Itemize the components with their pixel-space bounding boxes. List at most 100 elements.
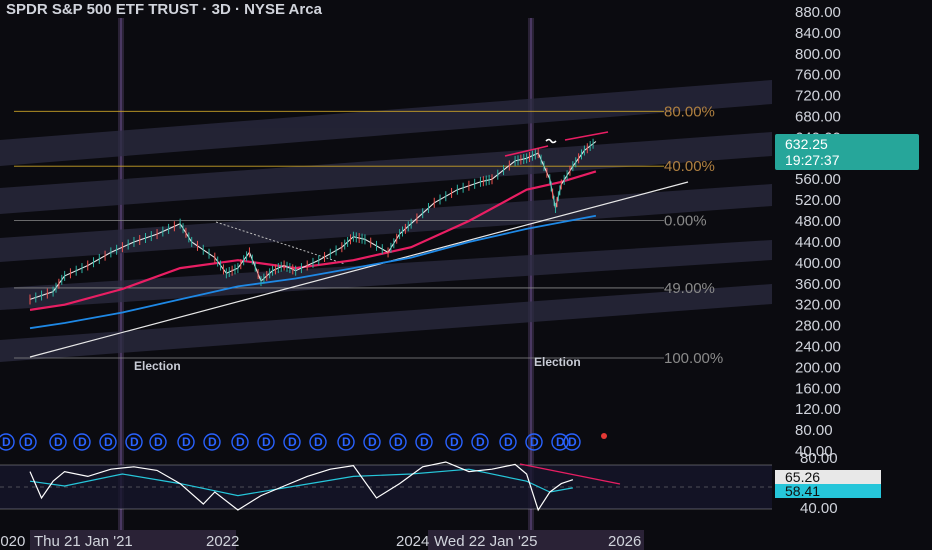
date-label-jan-21: Thu 21 Jan '21 xyxy=(34,533,133,550)
dividend-marker[interactable] xyxy=(283,433,301,451)
dividend-marker-label: D xyxy=(154,435,163,449)
rsi-trendline xyxy=(519,463,621,485)
dividend-marker[interactable] xyxy=(551,433,569,451)
price-tick-8: 560.00 xyxy=(795,171,841,188)
price-tick-9: 520.00 xyxy=(795,192,841,209)
dividend-marker[interactable] xyxy=(149,433,167,451)
channel-bands xyxy=(0,80,772,362)
dividend-marker-label: D xyxy=(262,435,271,449)
dividend-marker[interactable] xyxy=(19,433,37,451)
dividend-marker[interactable] xyxy=(363,433,381,451)
dividend-marker-label: D xyxy=(450,435,459,449)
price-badge-value: 632.25 xyxy=(785,136,828,152)
date-label-2022: 2022 xyxy=(206,533,239,550)
ma-blue-line xyxy=(29,214,597,330)
price-tick-15: 280.00 xyxy=(795,318,841,335)
price-tick-20: 80.00 xyxy=(795,422,833,439)
price-tick-13: 360.00 xyxy=(795,276,841,293)
fib-label-4: 100.00% xyxy=(664,350,723,367)
fib-label-1: 40.00% xyxy=(664,158,715,175)
dividend-marker-label: D xyxy=(78,435,87,449)
price-badge-countdown: 19:27:37 xyxy=(785,152,840,168)
dividend-marker-label: D xyxy=(104,435,113,449)
dividend-marker-label: D xyxy=(182,435,191,449)
date-label-2026: 2026 xyxy=(608,533,641,550)
price-badge xyxy=(775,134,919,170)
dividend-marker[interactable] xyxy=(309,433,327,451)
fib-label-0: 80.00% xyxy=(664,103,715,120)
dividend-marker-label: D xyxy=(288,435,297,449)
dividend-marker-label: D xyxy=(420,435,429,449)
dividend-marker[interactable] xyxy=(389,433,407,451)
latest-dividend-dot xyxy=(601,433,607,439)
ma-blue-series xyxy=(29,214,597,330)
price-axis: 880.00840.00800.00760.00720.00680.00640.… xyxy=(795,4,841,460)
rsi-series xyxy=(29,461,574,512)
price-tick-16: 240.00 xyxy=(795,338,841,355)
dividend-marker-label: D xyxy=(54,435,63,449)
ma-long-series xyxy=(29,170,597,311)
dividend-marker[interactable] xyxy=(499,433,517,451)
price-tick-18: 160.00 xyxy=(795,380,841,397)
date-label-2024: 2024 xyxy=(396,533,429,550)
price-tick-10: 480.00 xyxy=(795,213,841,230)
rsi-ma-series xyxy=(29,468,574,497)
rsi-axis-40: 40.00 xyxy=(800,500,838,517)
price-tick-4: 720.00 xyxy=(795,88,841,105)
price-series xyxy=(29,138,597,305)
price-tick-14: 320.00 xyxy=(795,297,841,314)
rsi-value-badge xyxy=(775,470,881,484)
trendline-lower xyxy=(29,181,689,358)
dividend-marker[interactable] xyxy=(415,433,433,451)
rsi-value-text: 65.26 xyxy=(785,469,820,485)
dividend-marker[interactable] xyxy=(177,433,195,451)
price-tick-21: 40.00 xyxy=(795,443,833,460)
dividend-marker[interactable] xyxy=(525,433,543,451)
dividend-marker-label: D xyxy=(342,435,351,449)
price-tick-19: 120.00 xyxy=(795,401,841,418)
dividend-marker-label: D xyxy=(504,435,513,449)
dividend-marker-label: D xyxy=(476,435,485,449)
dividend-marker[interactable] xyxy=(49,433,67,451)
dividend-marker[interactable] xyxy=(445,433,463,451)
dividend-marker[interactable] xyxy=(257,433,275,451)
rsi-ma-badge xyxy=(775,484,881,498)
dividend-marker[interactable] xyxy=(125,433,143,451)
dividend-marker-label: D xyxy=(24,435,33,449)
dividend-marker-label: D xyxy=(394,435,403,449)
price-tick-17: 200.00 xyxy=(795,359,841,376)
price-tick-11: 440.00 xyxy=(795,234,841,251)
fib-label-3: 49.00% xyxy=(664,280,715,297)
price-tick-5: 680.00 xyxy=(795,109,841,126)
dividend-marker-label: D xyxy=(368,435,377,449)
dividend-marker[interactable] xyxy=(99,433,117,451)
chart-title: SPDR S&P 500 ETF TRUST · 3D · NYSE Arca xyxy=(6,1,322,18)
trendline-top-2 xyxy=(564,131,609,141)
dividend-marker[interactable] xyxy=(563,433,581,451)
dividend-marker[interactable] xyxy=(337,433,355,451)
dividend-marker[interactable] xyxy=(73,433,91,451)
date-label-jan-25: Wed 22 Jan '25 xyxy=(434,533,538,550)
price-tick-3: 760.00 xyxy=(795,67,841,84)
dividend-marker-label: D xyxy=(556,435,565,449)
dividend-marker-label: D xyxy=(530,435,539,449)
date-highlight-2 xyxy=(428,530,644,550)
dividend-marker[interactable] xyxy=(203,433,221,451)
dividend-marker[interactable] xyxy=(0,433,15,451)
dividend-marker[interactable] xyxy=(471,433,489,451)
dividend-marker-label: D xyxy=(130,435,139,449)
dividend-marker-label: D xyxy=(568,435,577,449)
price-tick-1: 840.00 xyxy=(795,25,841,42)
price-tick-0: 880.00 xyxy=(795,4,841,21)
rsi-ma-text: 58.41 xyxy=(785,483,820,499)
rsi-line-path xyxy=(29,461,574,512)
dividend-marker-label: D xyxy=(2,435,11,449)
dividend-marker[interactable] xyxy=(231,433,249,451)
event-label-1: Election xyxy=(134,359,181,373)
tilde-marker xyxy=(545,138,557,144)
dividend-marker-label: D xyxy=(208,435,217,449)
event-label-2: Election xyxy=(534,355,581,369)
dividend-marker-label: D xyxy=(236,435,245,449)
